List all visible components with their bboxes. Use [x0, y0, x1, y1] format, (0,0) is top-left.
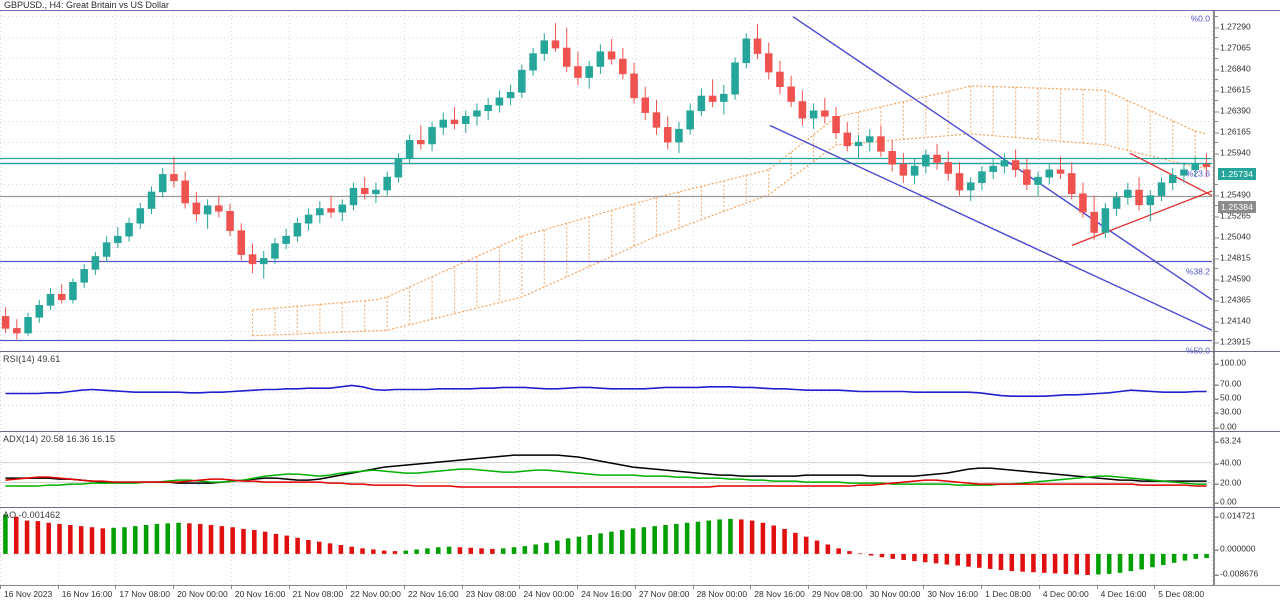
- adx-tick-label: 40.00: [1214, 457, 1242, 468]
- time-tick-label: 4 Dec 16:00: [1096, 585, 1147, 599]
- price-tick-label: 1.27065: [1215, 42, 1251, 53]
- time-tick-label: 4 Dec 00:00: [1038, 585, 1089, 599]
- adx-label: ADX(14) 20.58 16.36 16.15: [3, 434, 116, 444]
- time-tick-label: 21 Nov 08:00: [288, 585, 344, 599]
- time-tick-label: 16 Nov 2023: [0, 585, 53, 599]
- rsi-tick-label: 0.00: [1215, 421, 1237, 432]
- time-tick-label: 22 Nov 00:00: [346, 585, 401, 599]
- price-tick-label: 1.25940: [1215, 147, 1251, 158]
- price-chart-canvas[interactable]: [0, 11, 1280, 351]
- adx-series-minusdi: [5, 476, 1207, 488]
- ao-tick-label: 0.014721: [1214, 510, 1256, 521]
- time-tick-label: 24 Nov 00:00: [519, 585, 574, 599]
- adx-panel[interactable]: ADX(14) 20.58 16.36 16.15: [0, 431, 1280, 507]
- time-tick-label: 20 Nov 00:00: [173, 585, 228, 599]
- price-tick-label: 1.24590: [1215, 273, 1251, 284]
- adx-series-adx: [5, 454, 1207, 484]
- price-tick-label: 1.23915: [1215, 336, 1251, 347]
- rsi-chart-canvas[interactable]: [0, 352, 1280, 431]
- price-tick-label: 1.25040: [1215, 231, 1251, 242]
- rsi-line: [5, 384, 1207, 397]
- candlestick-series: [1, 23, 1211, 340]
- rsi-label: RSI(14) 49.61: [3, 354, 61, 364]
- ao-tick-label: 0.000000: [1214, 543, 1256, 554]
- adx-tick-label: 63.24: [1214, 435, 1242, 446]
- ao-panel[interactable]: AO -0.001462: [0, 507, 1280, 585]
- adx-chart-canvas[interactable]: [0, 432, 1280, 507]
- ao-chart-canvas[interactable]: [0, 508, 1280, 585]
- rsi-tick-label: 100.00: [1215, 357, 1246, 368]
- rsi-tick-label: 70.00: [1214, 378, 1242, 389]
- price-tick-label: 1.26390: [1215, 105, 1251, 116]
- time-tick-label: 27 Nov 08:00: [634, 585, 690, 599]
- time-tick-label: 22 Nov 16:00: [404, 585, 459, 599]
- ao-label: AO -0.001462: [3, 510, 61, 520]
- time-tick-label: 17 Nov 08:00: [115, 585, 170, 599]
- price-tick-label: 1.24365: [1215, 294, 1251, 305]
- descending-channel: [769, 16, 1213, 331]
- fibonacci-level-label: %38.2: [1185, 266, 1210, 277]
- fibonacci-level-label: %50.0: [1185, 345, 1210, 356]
- adx-tick-label: 20.00: [1214, 477, 1242, 488]
- price-tick-label: 1.26840: [1215, 63, 1251, 74]
- ao-histogram: [3, 514, 1209, 576]
- ao-tick-label: -0.008676: [1214, 568, 1259, 579]
- ichimoku-cloud: [251, 85, 1207, 337]
- time-axis: 16 Nov 2023 16 Nov 16:00 17 Nov 08:00 20 No…: [0, 585, 1280, 601]
- price-tick-label: 1.27290: [1215, 21, 1251, 32]
- fibonacci-level-label: %0.0: [1190, 13, 1210, 24]
- trendlines: [1071, 152, 1213, 247]
- time-tick-label: 16 Nov 16:00: [57, 585, 113, 599]
- rsi-tick-label: 50.00: [1214, 392, 1242, 403]
- time-tick-label: 24 Nov 16:00: [577, 585, 632, 599]
- price-tick-label: 1.25490: [1215, 189, 1251, 200]
- time-tick-label: 30 Nov 16:00: [923, 585, 978, 599]
- price-panel[interactable]: [0, 11, 1280, 351]
- rsi-panel[interactable]: RSI(14) 49.61: [0, 351, 1280, 431]
- chart-title-bar: GBPUSD., H4: Great Britain vs US Dollar: [0, 0, 1280, 11]
- price-tick-label: 1.25265: [1215, 210, 1251, 221]
- ask-price-tag: 1.25384: [1218, 201, 1257, 213]
- adx-tick-label: 0.00: [1215, 496, 1237, 507]
- time-tick-label: 30 Nov 00:00: [865, 585, 921, 599]
- time-tick-label: 1 Dec 08:00: [981, 585, 1031, 599]
- time-tick-label: 5 Dec 08:00: [1154, 585, 1205, 599]
- price-tick-label: 1.24815: [1215, 252, 1251, 263]
- price-tick-label: 1.26615: [1215, 84, 1251, 95]
- time-tick-label: 28 Nov 16:00: [750, 585, 805, 599]
- price-tick-label: 1.26165: [1215, 126, 1251, 137]
- rsi-tick-label: 30.00: [1214, 406, 1242, 417]
- time-tick-label: 23 Nov 08:00: [461, 585, 517, 599]
- time-tick-label: 29 Nov 08:00: [808, 585, 863, 599]
- time-tick-label: 20 Nov 16:00: [230, 585, 286, 599]
- time-tick-label: 28 Nov 00:00: [692, 585, 748, 599]
- bid-price-tag: 1.25734: [1218, 168, 1257, 180]
- fibonacci-level-label: %23.6: [1185, 168, 1210, 179]
- chart-title: GBPUSD., H4: Great Britain vs US Dollar: [4, 0, 170, 10]
- price-tick-label: 1.24140: [1215, 315, 1251, 326]
